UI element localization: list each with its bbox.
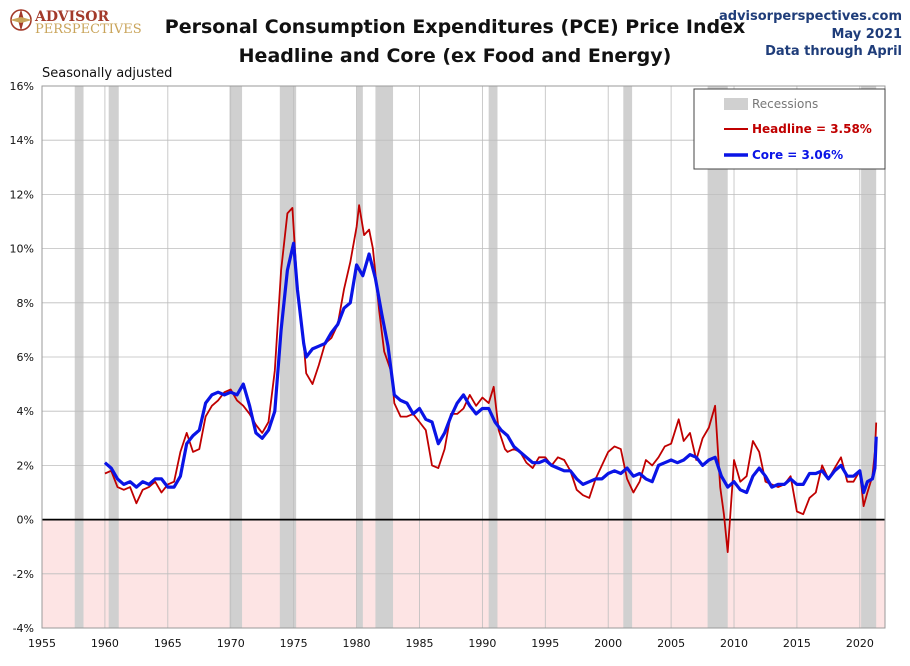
x-tick-label: 2015 [783, 637, 811, 650]
core-series-line [103, 241, 878, 495]
brand-logo: ADVISOR PERSPECTIVES [10, 9, 142, 37]
y-tick-label: 12% [10, 188, 34, 201]
x-tick-label: 1985 [405, 637, 433, 650]
legend-headline-label: Headline = 3.58% [752, 122, 872, 136]
chart-title-line1: Personal Consumption Expenditures (PCE) … [165, 16, 745, 38]
x-tick-label: 1965 [154, 637, 182, 650]
y-tick-label: 2% [17, 459, 34, 472]
compass-icon [10, 9, 32, 31]
x-tick-label: 1970 [217, 637, 245, 650]
y-tick-label: 10% [10, 243, 34, 256]
chart-title-line2: Headline and Core (ex Food and Energy) [239, 45, 672, 67]
x-tick-label: 1960 [91, 637, 119, 650]
x-tick-label: 1995 [531, 637, 559, 650]
x-tick-label: 1990 [468, 637, 496, 650]
y-tick-label: -2% [13, 568, 34, 581]
x-tick-label: 1955 [28, 637, 56, 650]
x-tick-label: 1975 [280, 637, 308, 650]
x-tick-label: 2020 [846, 637, 874, 650]
seasonal-note: Seasonally adjusted [42, 66, 172, 81]
y-axis-ticks: -4% -2% 0% 2% 4% 6% 8% 10% 12% 14% 16% [10, 80, 34, 635]
brand-name-top: ADVISOR [34, 9, 109, 25]
y-tick-label: 0% [17, 514, 34, 527]
plot-frame [41, 85, 886, 629]
x-axis-ticks: 1955 1960 1965 1970 1975 1980 1985 1990 1995 2000… [28, 637, 874, 650]
publish-date: May 2021 [832, 27, 903, 42]
y-tick-label: -4% [13, 622, 34, 635]
headline-series-line [104, 204, 878, 553]
y-tick-label: 6% [17, 351, 34, 364]
legend-recession-swatch [724, 98, 748, 110]
x-tick-label: 1980 [343, 637, 371, 650]
brand-name-bottom: PERSPECTIVES [35, 22, 142, 37]
x-tick-label: 2000 [594, 637, 622, 650]
site-url: advisorperspectives.com [719, 9, 902, 24]
data-through-note: Data through April [765, 44, 902, 59]
y-tick-label: 14% [10, 134, 34, 147]
legend-recession-label: Recessions [752, 97, 818, 111]
legend: Recessions Headline = 3.58% Core = 3.06% [693, 88, 886, 170]
x-tick-label: 2005 [657, 637, 685, 650]
y-tick-label: 8% [17, 297, 34, 310]
y-tick-label: 4% [17, 405, 34, 418]
legend-core-label: Core = 3.06% [752, 148, 843, 162]
y-tick-label: 16% [10, 80, 34, 93]
x-tick-label: 2010 [720, 637, 748, 650]
